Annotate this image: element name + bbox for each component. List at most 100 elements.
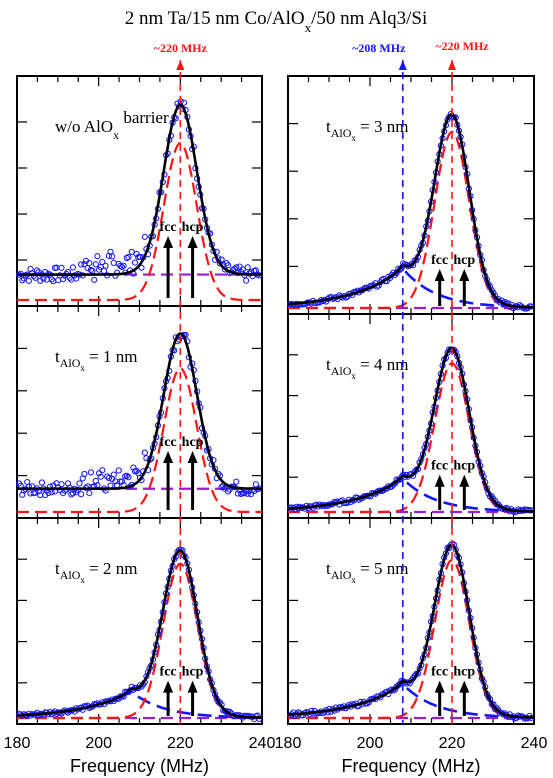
data-point (233, 478, 240, 485)
marker-label-right-blue: ~208 MHz (352, 41, 406, 55)
peak-curve (288, 130, 534, 310)
data-point (105, 252, 113, 259)
x-tick-label: 220 (439, 735, 466, 752)
data-point (86, 490, 93, 497)
data-point (58, 481, 65, 488)
peak-curve (17, 367, 262, 514)
panel-3nm: fcc hcp tAlOx = 3 nm (287, 75, 535, 315)
data-point (89, 267, 96, 275)
panel-label: w/o AlOx barrier (55, 108, 169, 143)
fit-curve (17, 103, 262, 276)
marker-label-left: ~220 MHz (154, 41, 208, 55)
data-point (81, 470, 88, 478)
data-point (48, 276, 55, 283)
data-point (99, 467, 106, 474)
hcp-arrowhead (187, 680, 198, 693)
data-point (216, 260, 223, 267)
x-tick-label: 220 (167, 735, 194, 752)
hcp-arrowhead (459, 269, 470, 281)
data-point (225, 262, 232, 269)
data-point (141, 449, 148, 456)
panel-w/o: fcc hcp w/o AlOx barrier (15, 75, 263, 307)
data-point (120, 262, 127, 269)
data-point (38, 479, 46, 486)
data-point (118, 478, 126, 485)
data-point (244, 264, 251, 271)
fcc-arrowhead (163, 451, 174, 464)
data-point (128, 248, 135, 255)
data-point (78, 491, 85, 498)
x-tick-label: 180 (275, 735, 302, 752)
fcc-label: fcc (431, 253, 448, 268)
panel-label: tAlOx = 3 nm (326, 117, 408, 143)
shoulder-curve (287, 266, 534, 309)
shoulder-curve (287, 476, 534, 513)
panel-4nm: fcc hcp tAlOx = 4 nm (287, 313, 535, 519)
peak-curve (17, 141, 262, 302)
data-point (76, 480, 83, 487)
panel-label: tAlOx = 4 nm (326, 355, 408, 381)
peak-curve (288, 362, 534, 514)
data-point (78, 261, 85, 268)
data-point (233, 264, 240, 271)
shoulder-curve (17, 690, 262, 719)
data-point (136, 253, 143, 260)
data-point (102, 262, 109, 269)
x-tick-label: 200 (85, 735, 112, 752)
panel-label: tAlOx = 5 nm (326, 559, 408, 585)
x-tick-label: 200 (357, 735, 384, 752)
x-axis-label: Frequency (MHz) (70, 756, 209, 776)
data-point (99, 258, 106, 265)
x-axis-label: Frequency (MHz) (341, 756, 480, 776)
data-point (19, 277, 26, 284)
data-point (109, 253, 116, 260)
marker-arrow-right-red (448, 60, 456, 70)
fit-curve (17, 549, 262, 719)
fcc-arrowhead (434, 680, 445, 693)
hcp-label: hcp (182, 220, 204, 235)
data-point (105, 474, 113, 482)
fit-curve (287, 113, 535, 309)
fcc-arrowhead (163, 235, 174, 248)
data-point (125, 254, 132, 261)
data-point (115, 467, 122, 474)
panel-1nm: fcc hcp tAlOx = 1 nm (15, 305, 263, 519)
hcp-label: hcp (182, 435, 204, 450)
x-tick-label: 240 (521, 735, 548, 752)
fcc-arrowhead (434, 269, 445, 281)
hcp-label: hcp (453, 459, 475, 474)
data-point (131, 259, 139, 266)
panel-label: tAlOx = 1 nm (55, 347, 137, 373)
data-point (125, 474, 132, 481)
data-point (92, 261, 99, 268)
data-point (141, 233, 148, 240)
peak-curve (17, 562, 262, 720)
shoulder-curve (287, 682, 534, 719)
panel-label: tAlOx = 2 nm (55, 559, 137, 585)
fcc-label: fcc (160, 665, 177, 680)
data-point (68, 491, 75, 498)
fcc-label: fcc (160, 435, 177, 450)
data-point (97, 473, 104, 480)
hcp-label: hcp (453, 665, 475, 680)
data-point (60, 276, 67, 283)
data-point (110, 259, 117, 266)
hcp-arrowhead (187, 235, 198, 248)
fcc-label: fcc (160, 220, 177, 235)
fcc-label: fcc (431, 665, 448, 680)
panel-5nm: fcc hcp tAlOx = 5 nm (287, 517, 535, 725)
hcp-label: hcp (453, 253, 475, 268)
data-point (110, 471, 117, 478)
x-tick-label: 180 (4, 735, 31, 752)
data-point (395, 682, 402, 689)
data-point (87, 469, 95, 476)
data-point (123, 472, 130, 479)
data-point (118, 263, 126, 270)
marker-arrow-right-blue (398, 60, 407, 70)
fit-curve (17, 332, 262, 490)
figure-title: 2 nm Ta/15 nm Co/AlOx/50 nm Alq3/Si (125, 8, 428, 35)
data-point (86, 260, 93, 267)
marker-label-right-red: ~220 MHz (435, 39, 489, 53)
hcp-arrowhead (187, 451, 198, 464)
data-point (45, 489, 52, 497)
